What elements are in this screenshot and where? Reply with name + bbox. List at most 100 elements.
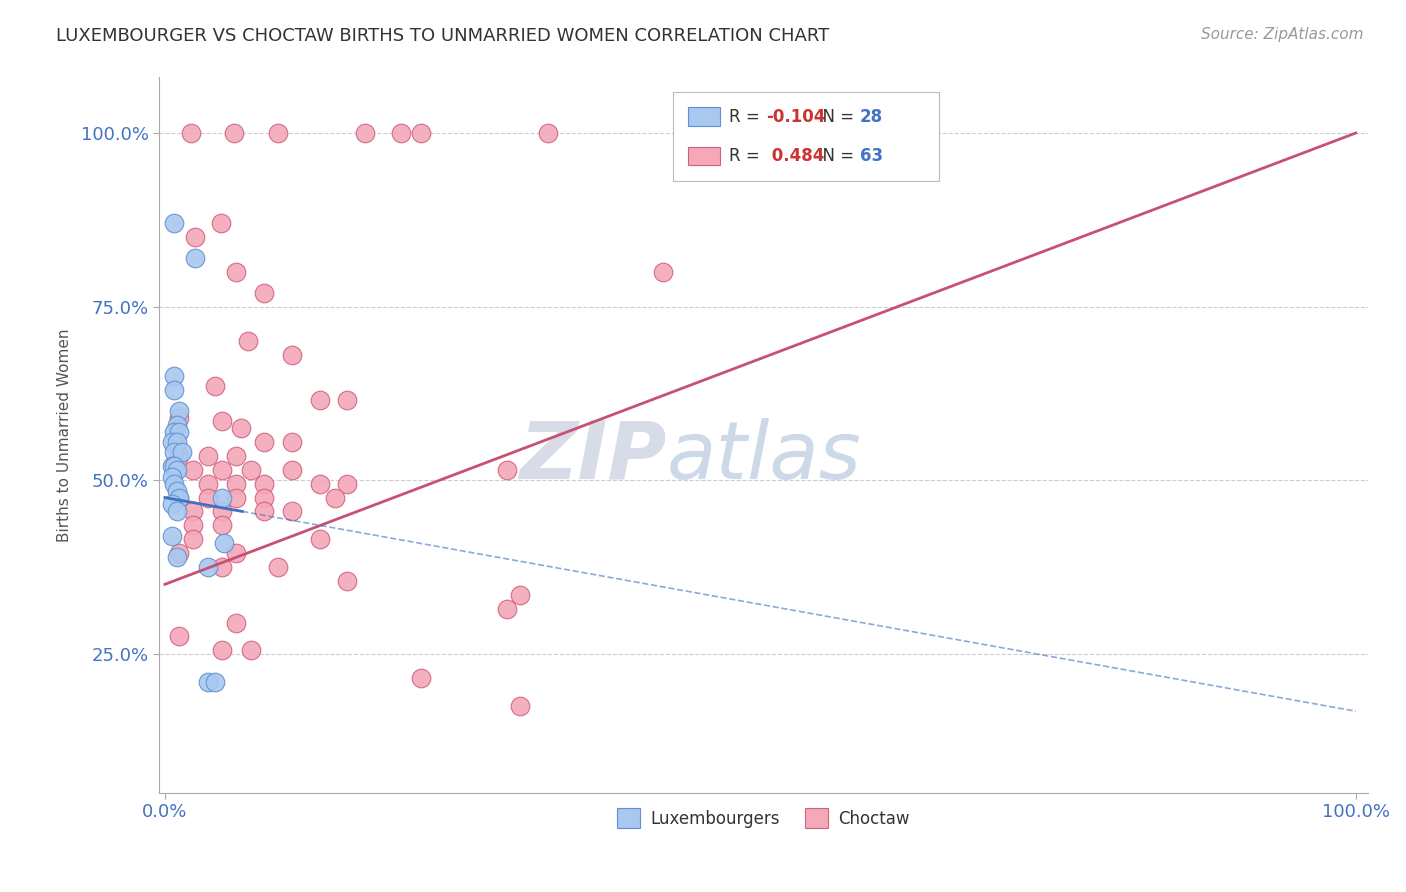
Text: R =: R = bbox=[730, 147, 765, 165]
Point bbox=[354, 126, 377, 140]
Point bbox=[163, 369, 186, 384]
Point bbox=[281, 504, 304, 518]
Point bbox=[211, 491, 233, 505]
Point bbox=[253, 476, 276, 491]
Point bbox=[225, 449, 247, 463]
Point bbox=[409, 671, 432, 685]
Point bbox=[238, 334, 260, 349]
Point bbox=[197, 560, 219, 574]
Point bbox=[163, 445, 186, 459]
Point bbox=[166, 504, 188, 518]
Text: ZIP: ZIP bbox=[519, 417, 666, 495]
Point bbox=[166, 435, 188, 450]
Text: atlas: atlas bbox=[666, 417, 862, 495]
Point bbox=[166, 463, 188, 477]
Point bbox=[281, 463, 304, 477]
Point bbox=[211, 560, 233, 574]
Text: N =: N = bbox=[811, 147, 859, 165]
Point bbox=[225, 491, 247, 505]
Point bbox=[209, 216, 232, 230]
Point bbox=[211, 463, 233, 477]
Point bbox=[166, 417, 188, 432]
Legend: Luxembourgers, Choctaw: Luxembourgers, Choctaw bbox=[610, 802, 917, 834]
Text: 63: 63 bbox=[860, 147, 883, 165]
Point bbox=[167, 449, 190, 463]
Point bbox=[253, 504, 276, 518]
Point bbox=[197, 491, 219, 505]
Point bbox=[167, 425, 190, 439]
Point bbox=[211, 414, 233, 428]
Text: Source: ZipAtlas.com: Source: ZipAtlas.com bbox=[1201, 27, 1364, 42]
Point bbox=[160, 529, 183, 543]
Point bbox=[170, 445, 193, 459]
Point bbox=[163, 476, 186, 491]
Point bbox=[281, 348, 304, 362]
Point bbox=[211, 504, 233, 518]
Point bbox=[183, 518, 205, 533]
Point bbox=[211, 518, 233, 533]
Point bbox=[167, 491, 190, 505]
Point bbox=[183, 251, 205, 265]
Point bbox=[183, 463, 205, 477]
Point bbox=[253, 491, 276, 505]
Point bbox=[163, 216, 186, 230]
Point bbox=[167, 546, 190, 560]
Point bbox=[239, 643, 262, 657]
Text: LUXEMBOURGER VS CHOCTAW BIRTHS TO UNMARRIED WOMEN CORRELATION CHART: LUXEMBOURGER VS CHOCTAW BIRTHS TO UNMARR… bbox=[56, 27, 830, 45]
Point bbox=[225, 615, 247, 630]
Point bbox=[183, 532, 205, 546]
Point bbox=[167, 629, 190, 643]
FancyBboxPatch shape bbox=[672, 92, 939, 181]
Point bbox=[166, 549, 188, 564]
Point bbox=[167, 403, 190, 417]
Point bbox=[651, 265, 673, 279]
Point bbox=[225, 546, 247, 560]
Point bbox=[163, 383, 186, 397]
Point bbox=[336, 574, 359, 588]
Point bbox=[197, 476, 219, 491]
Text: R =: R = bbox=[730, 108, 765, 126]
Text: 28: 28 bbox=[860, 108, 883, 126]
Point bbox=[225, 476, 247, 491]
Point bbox=[281, 435, 304, 450]
Point bbox=[197, 449, 219, 463]
Point bbox=[160, 498, 183, 512]
Point bbox=[409, 126, 432, 140]
Point bbox=[253, 435, 276, 450]
Point bbox=[308, 476, 330, 491]
Point bbox=[823, 126, 845, 140]
Point bbox=[222, 126, 245, 140]
Point bbox=[509, 588, 531, 602]
Point bbox=[308, 532, 330, 546]
FancyBboxPatch shape bbox=[689, 107, 720, 126]
Point bbox=[183, 230, 205, 244]
Point bbox=[180, 126, 202, 140]
Point bbox=[160, 459, 183, 474]
Point bbox=[163, 459, 186, 474]
Point bbox=[323, 491, 346, 505]
Point bbox=[204, 674, 226, 689]
Point bbox=[160, 435, 183, 450]
Point bbox=[239, 463, 262, 477]
Point bbox=[160, 469, 183, 483]
Point bbox=[214, 535, 236, 549]
Point bbox=[253, 285, 276, 300]
Point bbox=[229, 421, 252, 435]
Point bbox=[495, 463, 517, 477]
Point bbox=[308, 393, 330, 408]
Point bbox=[389, 126, 412, 140]
Point bbox=[183, 504, 205, 518]
Point bbox=[211, 643, 233, 657]
Point bbox=[537, 126, 560, 140]
Point bbox=[336, 476, 359, 491]
Point bbox=[267, 126, 290, 140]
Point bbox=[225, 265, 247, 279]
Point bbox=[495, 601, 517, 615]
Text: N =: N = bbox=[811, 108, 859, 126]
Text: 0.484: 0.484 bbox=[766, 147, 824, 165]
Point bbox=[166, 483, 188, 498]
Y-axis label: Births to Unmarried Women: Births to Unmarried Women bbox=[58, 328, 72, 541]
FancyBboxPatch shape bbox=[689, 147, 720, 165]
Point bbox=[204, 379, 226, 393]
Point bbox=[197, 674, 219, 689]
